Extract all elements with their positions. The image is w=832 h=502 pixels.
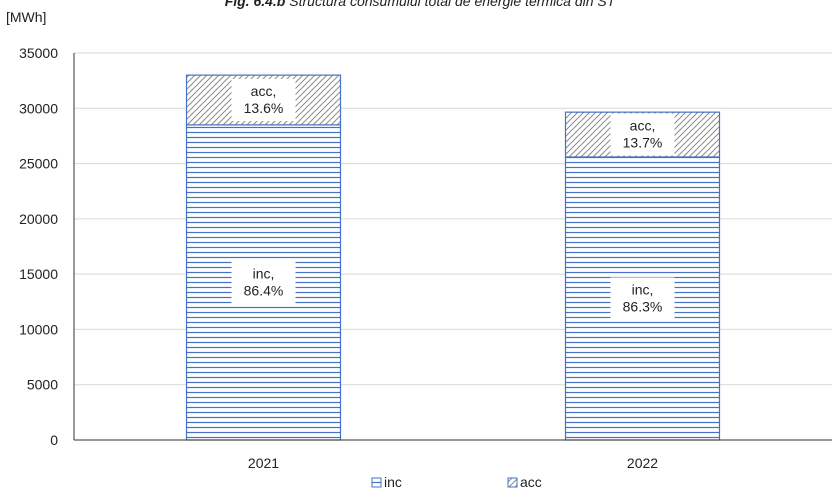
data-label-box (610, 113, 675, 156)
segment-labels: inc,86.4%acc,13.6%inc,86.3%acc,13.7% (231, 78, 675, 320)
legend: inc acc (371, 474, 542, 490)
data-label-box (231, 261, 296, 304)
data-label-acc: acc, (251, 83, 277, 99)
y-axis-unit-label: [MWh] (6, 9, 46, 25)
data-label-inc: 86.3% (623, 298, 663, 314)
y-tick-label: 5000 (27, 377, 58, 393)
y-tick-label: 20000 (19, 211, 58, 227)
y-tick-label: 25000 (19, 156, 58, 172)
y-axis-ticks: 0 5000 10000 15000 20000 25000 30000 35000 (19, 45, 75, 448)
y-tick-label: 35000 (19, 45, 58, 61)
data-label-box (231, 78, 296, 121)
data-label-acc: acc, (630, 118, 656, 134)
legend-swatch-inc (371, 477, 382, 488)
data-label-acc: 13.7% (623, 135, 663, 151)
x-category-label: 2022 (627, 455, 658, 471)
x-axis-categories: 2021 2022 (248, 455, 658, 471)
y-tick-label: 10000 (19, 321, 58, 337)
chart-title: Fig. 6.4.b Structura consumului total de… (225, 0, 617, 9)
legend-label-inc: inc (384, 474, 402, 490)
y-tick-label: 0 (50, 432, 58, 448)
legend-swatch-acc (507, 477, 518, 488)
data-label-acc: 13.6% (244, 100, 284, 116)
y-tick-label: 30000 (19, 100, 58, 116)
x-category-label: 2021 (248, 455, 279, 471)
legend-label-acc: acc (520, 474, 542, 490)
data-label-inc: inc, (253, 265, 275, 281)
y-tick-label: 15000 (19, 266, 58, 282)
data-label-inc: 86.4% (244, 282, 284, 298)
chart-title-main: Structura consumului total de energie te… (289, 0, 616, 9)
data-label-box (610, 277, 675, 320)
chart-title-prefix: Fig. 6.4.b (225, 0, 286, 9)
data-label-inc: inc, (632, 281, 654, 297)
